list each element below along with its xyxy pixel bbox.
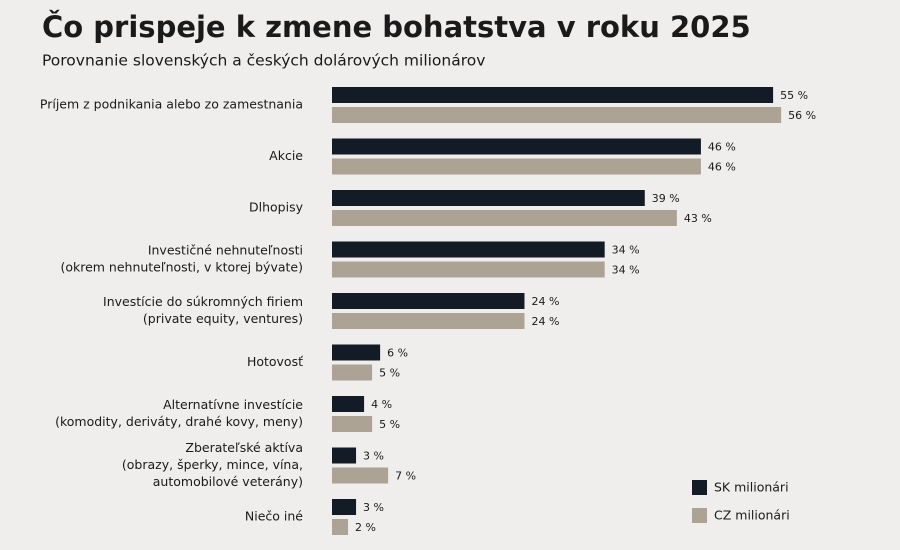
value-label: 43 % xyxy=(684,212,712,225)
legend-label: SK milionári xyxy=(714,480,789,495)
legend-label: CZ milionári xyxy=(714,508,790,523)
bar xyxy=(332,519,349,535)
value-label: 4 % xyxy=(371,398,392,411)
value-label: 55 % xyxy=(780,89,808,102)
value-label: 24 % xyxy=(531,295,559,308)
value-label: 56 % xyxy=(788,109,816,122)
bar xyxy=(332,447,357,464)
category-label: automobilové veterány) xyxy=(153,474,303,489)
bar xyxy=(332,107,782,123)
value-label: 34 % xyxy=(612,264,640,277)
value-label: 5 % xyxy=(379,418,400,431)
value-label: 6 % xyxy=(387,347,408,360)
legend-swatch xyxy=(692,508,707,523)
value-label: 34 % xyxy=(612,244,640,257)
category-label: Alternatívne investície xyxy=(163,397,303,412)
bar xyxy=(332,158,701,175)
bar xyxy=(332,241,605,258)
value-label: 24 % xyxy=(531,315,559,328)
bar xyxy=(332,416,373,432)
category-label: Investície do súkromných firiem xyxy=(103,294,303,309)
category-label: (private equity, ventures) xyxy=(143,311,303,326)
bar xyxy=(332,261,605,278)
bar xyxy=(332,87,774,103)
bar xyxy=(332,138,701,155)
value-label: 3 % xyxy=(363,450,384,463)
category-label: Investičné nehnuteľnosti xyxy=(148,243,303,258)
value-label: 46 % xyxy=(708,141,736,154)
bar xyxy=(332,344,381,361)
value-label: 5 % xyxy=(379,367,400,380)
chart-title: Čo prispeje k zmene bohatstva v roku 202… xyxy=(42,10,751,44)
legend-swatch xyxy=(692,480,707,495)
category-label: Hotovosť xyxy=(247,354,303,369)
bar xyxy=(332,293,525,309)
category-label: (okrem nehnuteľnosti, v ktorej bývate) xyxy=(60,260,303,275)
bar xyxy=(332,499,357,515)
bar xyxy=(332,313,525,329)
value-label: 2 % xyxy=(355,521,376,534)
chart-subtitle: Porovnanie slovenských a českých dolárov… xyxy=(42,52,485,70)
category-label: Zberateľské aktíva xyxy=(185,440,303,455)
category-label: (komodity, deriváty, drahé kovy, meny) xyxy=(55,414,303,429)
value-label: 3 % xyxy=(363,501,384,514)
category-label: Akcie xyxy=(269,148,303,163)
bar xyxy=(332,364,373,381)
category-label: Niečo iné xyxy=(245,509,303,524)
value-label: 46 % xyxy=(708,161,736,174)
bar xyxy=(332,396,365,412)
category-label: Dlhopisy xyxy=(249,200,304,215)
category-label: (obrazy, šperky, mince, vína, xyxy=(122,457,303,472)
value-label: 7 % xyxy=(395,470,416,483)
bar xyxy=(332,210,677,226)
bar xyxy=(332,467,389,484)
bar xyxy=(332,190,645,206)
value-label: 39 % xyxy=(652,192,680,205)
category-label: Príjem z podnikania alebo zo zamestnania xyxy=(40,97,303,112)
